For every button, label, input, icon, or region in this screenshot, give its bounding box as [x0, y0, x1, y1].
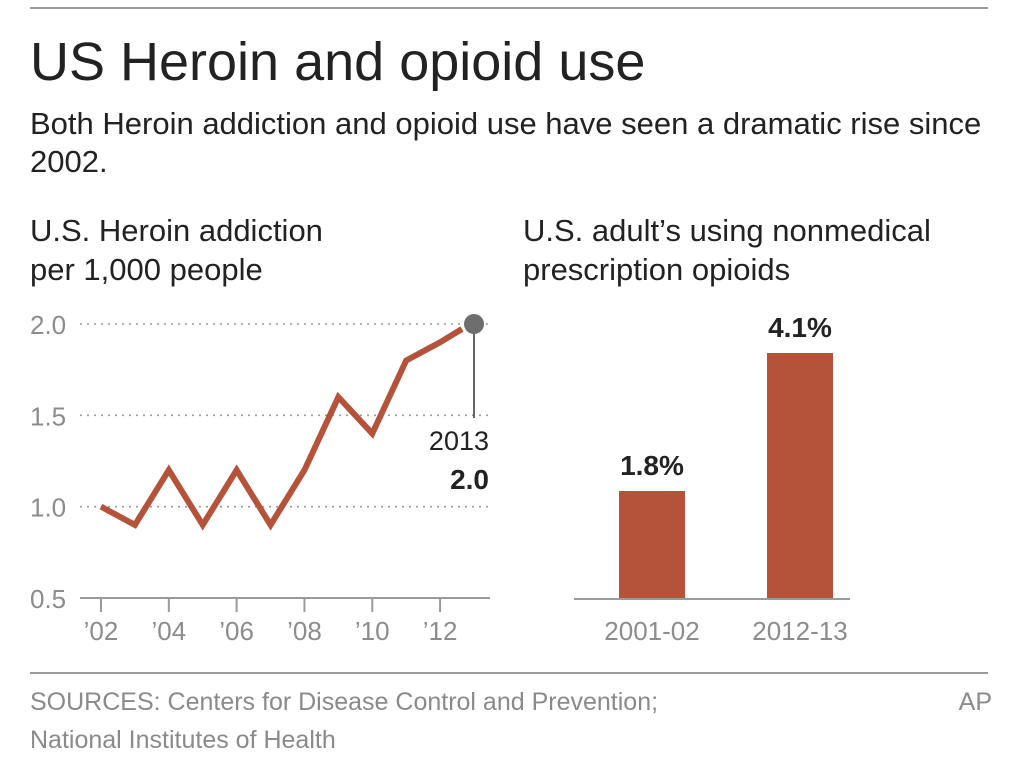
line-chart-title-line-1: U.S. Heroin addiction [30, 213, 323, 248]
x-tick-label: ’06 [219, 616, 254, 646]
heroin-addiction-line [99, 326, 464, 531]
bar-category-label: 2012-13 [752, 616, 847, 646]
sources-line-1: SOURCES: Centers for Disease Control and… [30, 688, 659, 716]
y-tick-label: 1.5 [30, 401, 66, 431]
sources-note: SOURCES: Centers for Disease Control and… [30, 683, 850, 759]
line-chart-title-line-2: per 1,000 people [30, 252, 263, 287]
bar-category-label: 2001-02 [604, 616, 699, 646]
y-tick-label: 0.5 [30, 584, 66, 614]
x-tick-label: ’10 [355, 616, 390, 646]
bottom-rule [30, 672, 988, 674]
line-chart-title: U.S. Heroin addiction per 1,000 people [30, 211, 450, 289]
bar-chart-title-line-1: U.S. adult’s using nonmedical [523, 213, 931, 248]
sources-line-2: National Institutes of Health [30, 726, 336, 754]
annotation-value: 2.0 [450, 464, 489, 495]
x-tick-label: ’08 [287, 616, 322, 646]
top-rule [30, 7, 988, 9]
x-tick-label: ’02 [84, 616, 119, 646]
y-tick-label: 2.0 [30, 310, 66, 340]
x-tick-label: ’04 [151, 616, 186, 646]
bar-value-label: 1.8% [620, 450, 684, 481]
annotation-year: 2013 [429, 426, 489, 456]
bar-chart-title-line-2: prescription opioids [523, 252, 791, 287]
y-tick-label: 1.0 [30, 493, 66, 523]
page-title: US Heroin and opioid use [30, 32, 646, 92]
endpoint-marker [464, 314, 484, 334]
x-tick-label: ’12 [423, 616, 458, 646]
page-subtitle: Both Heroin addiction and opioid use hav… [30, 106, 982, 179]
bar [767, 353, 833, 599]
bar [619, 491, 685, 599]
bar-chart-title: U.S. adult’s using nonmedical prescripti… [523, 211, 1003, 289]
bar-value-label: 4.1% [768, 312, 832, 343]
credit-label: AP [958, 688, 992, 716]
